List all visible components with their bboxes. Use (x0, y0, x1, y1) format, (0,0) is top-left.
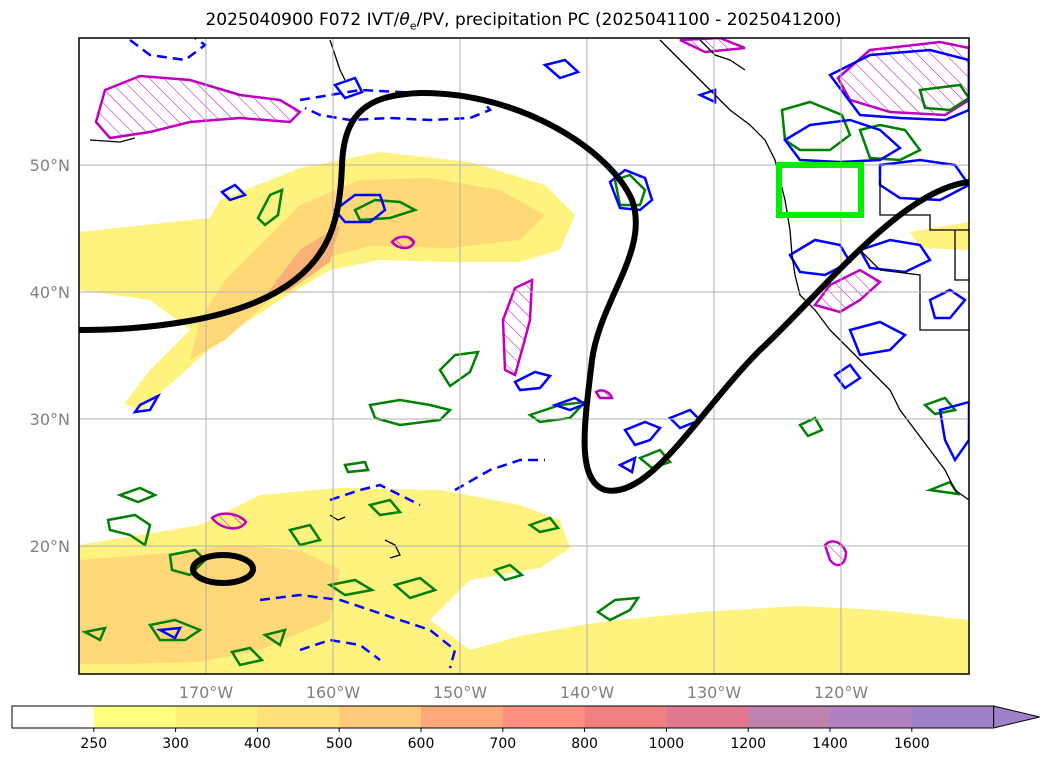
colorbar-tick-label: 400 (244, 736, 271, 752)
colorbar-tick-label: 600 (408, 736, 435, 752)
green-contours (81, 83, 969, 667)
lon-label-140w: 140°W (560, 683, 615, 702)
colorbar-segment (93, 706, 177, 728)
lon-label-170w: 170°W (179, 683, 234, 702)
lon-label-130w: 130°W (687, 683, 742, 702)
lat-label-40n: 40°N (30, 283, 70, 302)
colorbar-segment (830, 706, 913, 728)
blue-dashed-contours (129, 38, 545, 669)
colorbar-tick-label: 500 (326, 736, 353, 752)
lat-label-30n: 30°N (30, 410, 70, 429)
coastline (89, 39, 969, 559)
ivt-south-mid (79, 545, 340, 664)
colorbar-tick-label: 800 (571, 736, 598, 752)
colorbar-segment (339, 706, 422, 728)
colorbar-segment (502, 706, 586, 728)
ivt-plume-high (262, 225, 340, 300)
colorbar: 250 300 400 500 600 700 800 1000 1200 1400 1600 (11, 705, 1040, 752)
colorbar-tick-label: 1400 (812, 736, 848, 752)
colorbar-tick-label: 700 (489, 736, 516, 752)
colorbar-tick-label: 250 (80, 736, 107, 752)
figure-title: 2025040900 F072 IVT/θe/PV, precipitation… (205, 10, 842, 33)
colorbar-extend-arrow (993, 705, 1040, 729)
lon-label-160w: 160°W (306, 683, 361, 702)
ivt-plume-mid (190, 178, 545, 360)
lon-labels: 170°W 160°W 150°W 140°W 130°W 120°W (179, 683, 869, 702)
colorbar-tick-label: 300 (162, 736, 189, 752)
colorbar-segment (12, 706, 95, 728)
lat-label-20n: 20°N (30, 537, 70, 556)
ivt-shading (79, 152, 969, 674)
colorbar-segment (666, 706, 749, 728)
map-frame (78, 37, 970, 675)
colorbar-tick-label: 1200 (730, 736, 766, 752)
colorbar-tick-label: 1000 (649, 736, 685, 752)
magenta-contours (94, 38, 969, 567)
colorbar-tick-label: 1600 (894, 736, 930, 752)
blue-contours (132, 48, 969, 640)
colorbar-segment (911, 706, 995, 728)
colorbar-segment (748, 706, 831, 728)
lat-labels: 50°N 40°N 30°N 20°N (30, 156, 70, 556)
map-area (79, 38, 969, 674)
ivt-east-patch (910, 222, 969, 250)
colorbar-segment (584, 706, 667, 728)
highlight-box (776, 162, 864, 218)
pv-contour (79, 89, 969, 586)
lon-label-120w: 120°W (814, 683, 869, 702)
colorbar-segment (421, 706, 504, 728)
colorbar-segment (175, 706, 258, 728)
colorbar-segment (257, 706, 340, 728)
lon-label-150w: 150°W (433, 683, 488, 702)
lat-label-50n: 50°N (30, 156, 70, 175)
